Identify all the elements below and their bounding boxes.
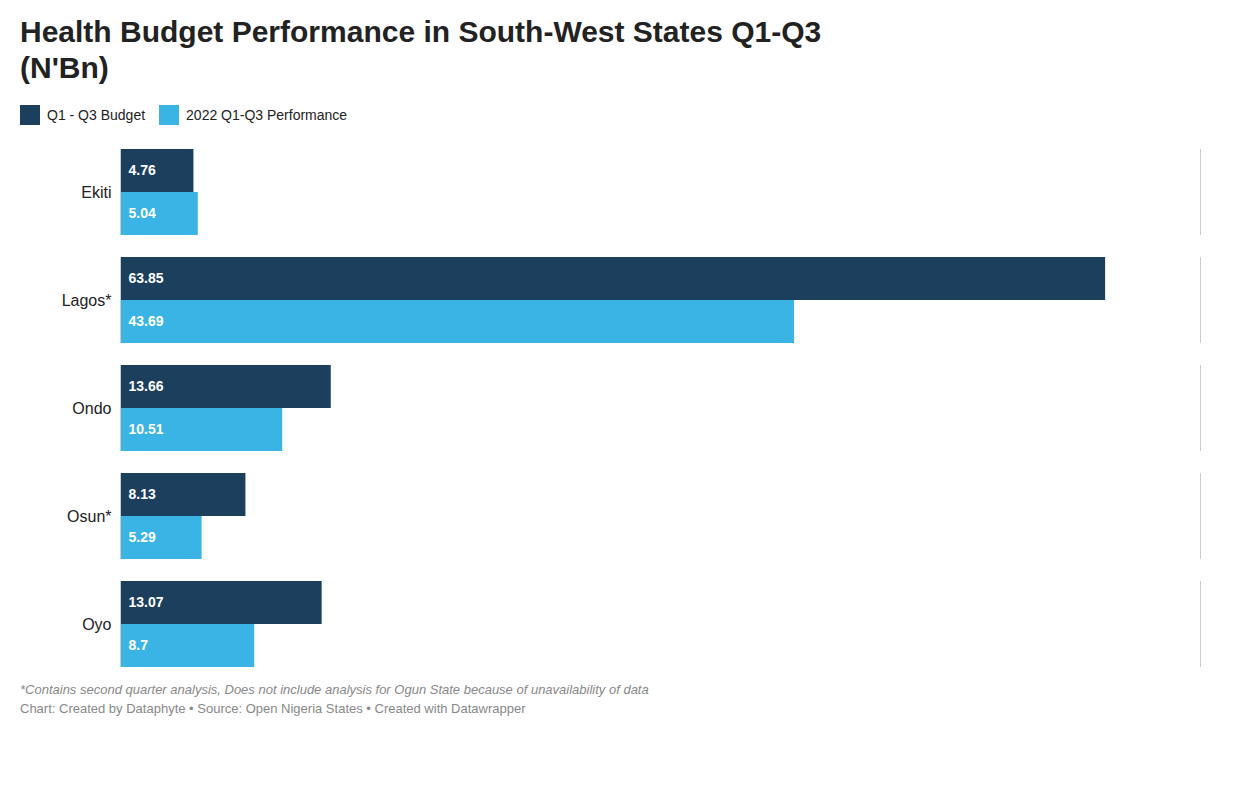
html-text:Q1 - Q3 Budget: Q1 - Q3 Budget bbox=[47, 106, 146, 123]
svg-text:43.69: 43.69 bbox=[129, 313, 164, 329]
html-text:Health Budget Performance in S: Health Budget Performance in South-West … bbox=[20, 15, 822, 48]
html-text:*Contains second quarter analy: *Contains second quarter analysis, Does … bbox=[20, 682, 649, 697]
svg-text:13.66: 13.66 bbox=[129, 378, 164, 394]
svg-text:4.76: 4.76 bbox=[129, 162, 156, 178]
svg-text:Ekiti: Ekiti bbox=[81, 184, 111, 201]
svg-text:5.29: 5.29 bbox=[129, 529, 156, 545]
svg-text:5.04: 5.04 bbox=[129, 205, 156, 221]
html-text:(N'Bn): (N'Bn) bbox=[20, 51, 109, 84]
svg-text:8.13: 8.13 bbox=[129, 486, 156, 502]
svg-text:13.07: 13.07 bbox=[129, 594, 164, 610]
svg-text:Lagos*: Lagos* bbox=[62, 292, 112, 309]
html-text:Chart: Created by Dataphyte •: Chart: Created by Dataphyte • Source: Op… bbox=[20, 701, 526, 716]
svg-text:10.51: 10.51 bbox=[129, 421, 164, 437]
svg-text:63.85: 63.85 bbox=[129, 270, 164, 286]
svg-text:Ondo: Ondo bbox=[72, 400, 111, 417]
svg-text:Oyo: Oyo bbox=[82, 616, 111, 633]
svg-text:Osun*: Osun* bbox=[67, 508, 111, 525]
html-text:2022 Q1-Q3 Performance: 2022 Q1-Q3 Performance bbox=[186, 106, 348, 123]
svg-text:8.7: 8.7 bbox=[129, 637, 149, 653]
